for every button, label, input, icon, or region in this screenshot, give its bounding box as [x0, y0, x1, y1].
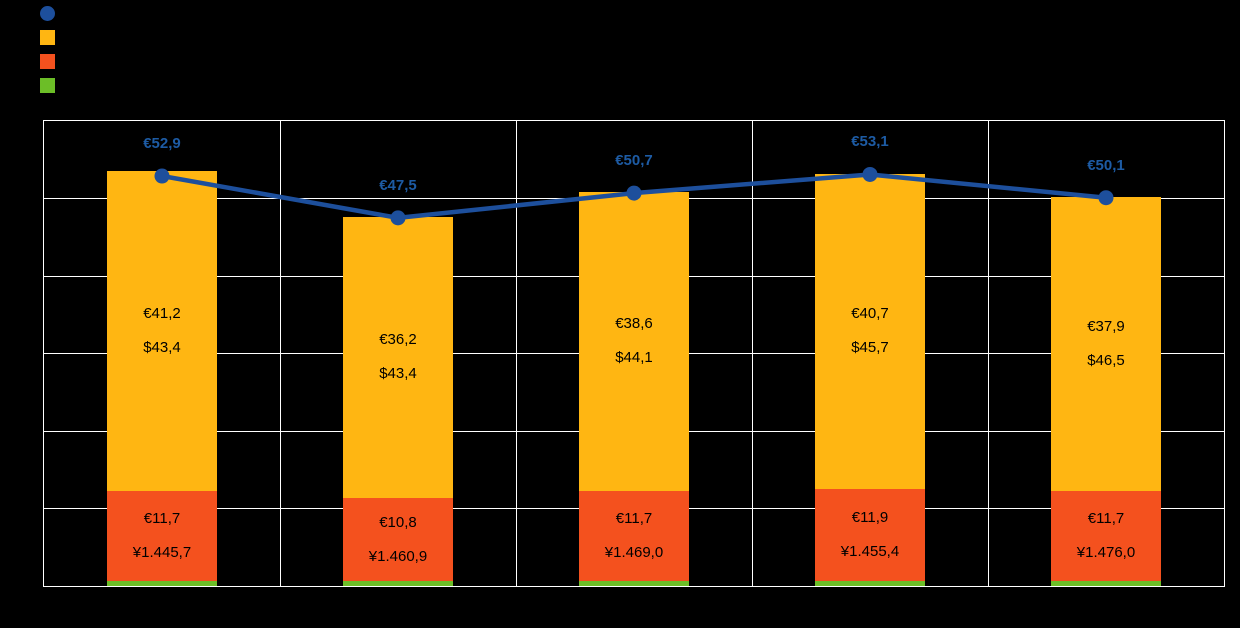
line-point-label: €52,9 [143, 135, 181, 153]
line-point-label: €47,5 [379, 176, 417, 194]
legend-item-red-bar [40, 54, 63, 69]
line-marker [626, 185, 642, 201]
bar-segment-red [579, 490, 689, 582]
bar-segment-orange [107, 171, 217, 491]
gridline-vertical [751, 121, 753, 586]
bar-label-line: €11,7 [143, 510, 181, 528]
bar-label-orange: €37,9 $46,5 [1051, 310, 1161, 378]
bar-segment-red [343, 497, 453, 582]
legend-item-orange-bar [40, 30, 63, 45]
line-marker [1098, 190, 1114, 206]
total-line-layer [154, 166, 1114, 226]
legend-swatch-green-bar [40, 78, 55, 93]
bar-label-line: $45,7 [851, 339, 889, 357]
legend-swatch-orange-bar [40, 30, 55, 45]
bar-label-line: €38,6 [615, 315, 653, 333]
bar-label-red: €11,7 ¥1.445,7 [107, 502, 217, 570]
bar-segment-red [815, 489, 925, 582]
bar-label-red: €11,7 ¥1.469,0 [579, 502, 689, 570]
bar-label-line: $46,5 [1087, 351, 1125, 369]
legend-item-blue-line [40, 6, 63, 21]
bar-label-line: €11,9 [851, 509, 889, 527]
bar-label-red: €11,7 ¥1.476,0 [1051, 502, 1161, 570]
bar-segment-green [107, 581, 217, 586]
bar-segment-orange [1051, 196, 1161, 491]
bar-label-line: €41,2 [143, 305, 181, 323]
line-point-label: €50,1 [1087, 156, 1125, 174]
line-point-label: €50,7 [615, 152, 653, 170]
bar-label-red: €10,8 ¥1.460,9 [343, 506, 453, 574]
legend-swatch-red-bar [40, 54, 55, 69]
bar-label-line: ¥1.476,0 [1076, 544, 1136, 562]
bar-label-line: €11,7 [1087, 510, 1125, 528]
gridline-vertical [279, 121, 281, 586]
bar-segment-green [815, 581, 925, 586]
legend-swatch-blue-line [40, 6, 55, 21]
bar-segment-green [1051, 581, 1161, 586]
bar-label-line: €10,8 [379, 513, 417, 531]
bar-label-line: €37,9 [1087, 317, 1125, 335]
gridline-vertical [515, 121, 517, 586]
bar-label-line: €36,2 [379, 331, 417, 349]
bar-label-line: $43,4 [143, 339, 181, 357]
bar-segment-red [1051, 490, 1161, 582]
bar-segment-green [343, 581, 453, 586]
gridline-vertical [987, 121, 989, 586]
line-marker [390, 210, 406, 226]
bar-label-orange: €36,2 $43,4 [343, 323, 453, 391]
bar-label-orange: €41,2 $43,4 [107, 297, 217, 365]
bar-segment-orange [815, 173, 925, 490]
line-marker [154, 168, 170, 184]
legend-item-green-bar [40, 78, 63, 93]
bar-label-line: ¥1.445,7 [132, 544, 192, 562]
bar-segment-orange [579, 191, 689, 491]
bar-label-orange: €38,6 $44,1 [579, 307, 689, 375]
line-marker [862, 166, 878, 182]
bar-label-line: €40,7 [851, 305, 889, 323]
line-point-label: €53,1 [851, 133, 889, 151]
chart-legend [40, 6, 63, 93]
bar-label-line: ¥1.460,9 [368, 547, 428, 565]
bar-label-red: €11,9 ¥1.455,4 [815, 501, 925, 569]
bar-label-line: €11,7 [615, 510, 653, 528]
bar-segment-green [579, 581, 689, 586]
bar-label-line: $44,1 [615, 349, 653, 367]
plot-area: €11,7 ¥1.445,7 €41,2 $43,4 €10,8 ¥1.460,9 €36,… [43, 120, 1225, 587]
bar-label-line: ¥1.469,0 [604, 544, 664, 562]
bar-label-line: ¥1.455,4 [840, 543, 900, 561]
bar-segment-orange [343, 217, 453, 498]
bar-label-orange: €40,7 $45,7 [815, 297, 925, 365]
bar-segment-red [107, 490, 217, 582]
bar-label-line: $43,4 [379, 365, 417, 383]
